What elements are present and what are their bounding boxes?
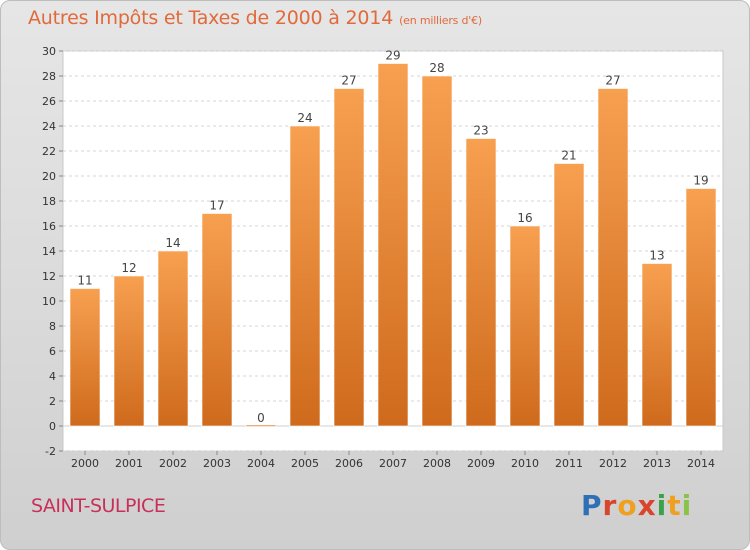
y-tick-label: 18 <box>42 195 56 208</box>
bar-2012 <box>597 88 629 427</box>
bar-2011 <box>553 163 585 427</box>
data-label-2004: 0 <box>257 411 265 425</box>
y-tick-label: 12 <box>42 270 56 283</box>
data-label-2014: 19 <box>693 174 708 188</box>
brand-letter: t <box>667 489 682 522</box>
bar-2007 <box>377 63 409 427</box>
bar-2000 <box>69 288 101 427</box>
y-tick-label: 8 <box>49 320 56 333</box>
bar-2009 <box>465 138 497 427</box>
x-tick-label: 2012 <box>599 457 627 470</box>
bar-2004 <box>245 424 277 427</box>
data-label-2003: 17 <box>209 199 224 213</box>
data-label-2000: 11 <box>77 274 92 288</box>
brand-letter: i <box>681 489 693 522</box>
y-tick-label: 26 <box>42 95 56 108</box>
x-tick-label: 2003 <box>203 457 231 470</box>
brand-letter: r <box>602 489 618 522</box>
bar-2003 <box>201 213 233 427</box>
data-label-2009: 23 <box>473 124 488 138</box>
y-tick-label: 30 <box>42 45 56 58</box>
data-label-2002: 14 <box>165 236 180 250</box>
y-tick-label: 28 <box>42 70 56 83</box>
x-tick-label: 2014 <box>687 457 715 470</box>
x-tick-label: 2009 <box>467 457 495 470</box>
bar-2006 <box>333 88 365 427</box>
brand-letter: x <box>637 489 657 522</box>
y-tick-label: 16 <box>42 220 56 233</box>
data-label-2013: 13 <box>649 249 664 263</box>
y-tick-label: 20 <box>42 170 56 183</box>
chart-subtitle: (en milliers d'€) <box>399 14 482 27</box>
data-label-2008: 28 <box>429 61 444 75</box>
x-tick-label: 2013 <box>643 457 671 470</box>
x-tick-label: 2011 <box>555 457 583 470</box>
commune-name: SAINT-SULPICE <box>31 495 166 517</box>
bar-2008 <box>421 75 453 427</box>
y-tick-label: 2 <box>49 395 56 408</box>
x-tick-label: 2006 <box>335 457 363 470</box>
y-tick-label: 14 <box>42 245 56 258</box>
y-tick-label: -2 <box>45 445 56 458</box>
x-tick-label: 2010 <box>511 457 539 470</box>
data-label-2010: 16 <box>517 211 532 225</box>
chart-title: Autres Impôts et Taxes de 2000 à 2014 (en… <box>28 7 482 29</box>
chart-title-text: Autres Impôts et Taxes de 2000 à 2014 <box>28 7 394 29</box>
y-tick-label: 22 <box>42 145 56 158</box>
data-label-2011: 21 <box>561 149 576 163</box>
y-tick-label: 4 <box>49 370 56 383</box>
x-tick-label: 2007 <box>379 457 407 470</box>
x-tick-label: 2000 <box>71 457 99 470</box>
x-tick-label: 2008 <box>423 457 451 470</box>
data-label-2007: 29 <box>385 49 400 63</box>
bar-2014 <box>685 188 717 427</box>
data-label-2006: 27 <box>341 74 356 88</box>
x-tick-label: 2001 <box>115 457 143 470</box>
brand-letter: i <box>656 489 668 522</box>
bar-2013 <box>641 263 673 427</box>
y-tick-label: 6 <box>49 345 56 358</box>
brand-letter: P <box>581 489 603 522</box>
x-tick-label: 2004 <box>247 457 275 470</box>
y-tick-label: 24 <box>42 120 56 133</box>
bar-2005 <box>289 125 321 427</box>
brand-letter: o <box>617 489 638 522</box>
y-tick-label: 10 <box>42 295 56 308</box>
x-tick-label: 2002 <box>159 457 187 470</box>
bar-2010 <box>509 225 541 427</box>
x-tick-label: 2005 <box>291 457 319 470</box>
bar-2001 <box>113 275 145 427</box>
bar-2002 <box>157 250 189 427</box>
proxiti-logo: Proxiti <box>581 489 692 522</box>
data-label-2012: 27 <box>605 74 620 88</box>
data-label-2001: 12 <box>121 261 136 275</box>
y-tick-label: 0 <box>49 420 56 433</box>
data-label-2005: 24 <box>297 111 312 125</box>
